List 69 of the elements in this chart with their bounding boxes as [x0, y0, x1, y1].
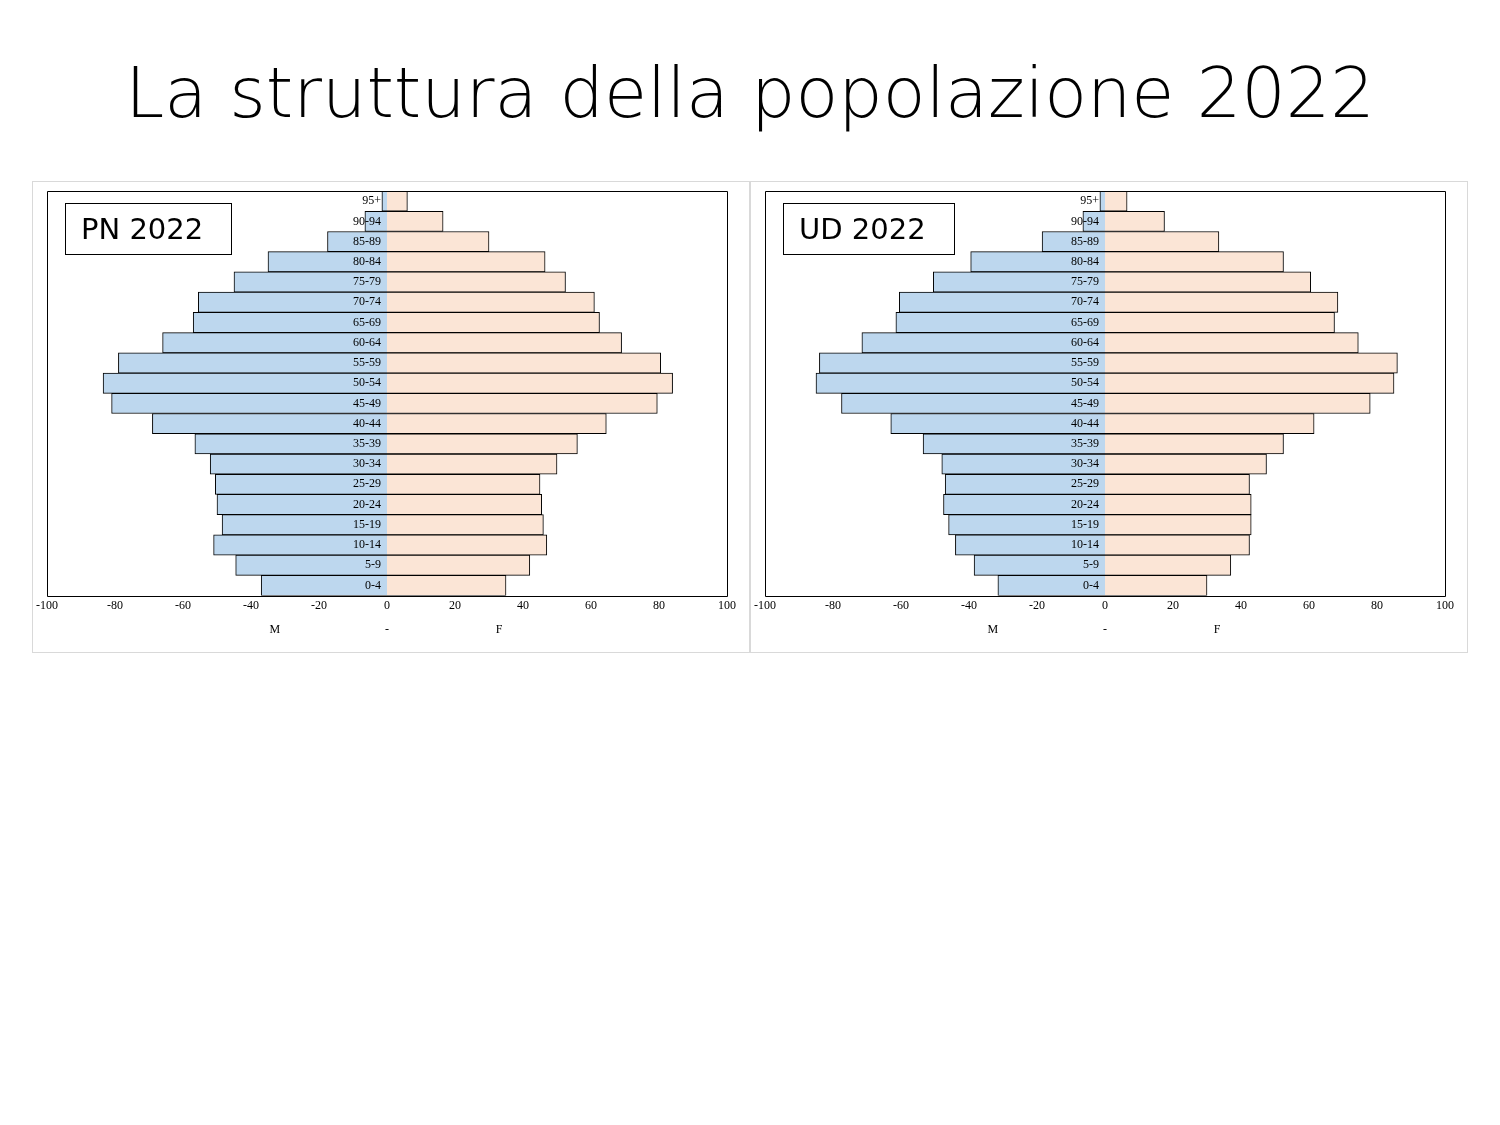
- y-tick-label: 40-44: [1071, 415, 1099, 430]
- y-tick-label: 25-29: [353, 476, 381, 491]
- y-tick-label: 5-9: [365, 557, 381, 572]
- y-tick-label: 30-34: [353, 456, 381, 471]
- x-tick-label: 100: [1436, 597, 1454, 612]
- y-tick-label: 55-59: [1071, 355, 1099, 370]
- y-tick-label: 80-84: [1071, 253, 1099, 268]
- y-tick-label: 0-4: [1083, 577, 1099, 592]
- x-tick-label: 0: [1102, 597, 1108, 612]
- y-tick-label: 10-14: [353, 537, 381, 552]
- text: M: [269, 621, 281, 636]
- x-tick-label: 80: [653, 597, 665, 612]
- x-tick-label: -20: [311, 597, 327, 612]
- y-tick-label: 15-19: [353, 516, 381, 531]
- x-tick-label: -60: [893, 597, 909, 612]
- y-tick-label: 70-74: [353, 294, 381, 309]
- text: -: [1103, 621, 1107, 636]
- x-tick-label: 20: [1167, 597, 1179, 612]
- y-tick-label: 40-44: [353, 415, 381, 430]
- y-tick-label: 60-64: [353, 334, 381, 349]
- y-tick-label: 35-39: [1071, 436, 1099, 451]
- y-tick-label: 80-84: [353, 253, 381, 268]
- chart-title: La struttura della popolazione 2022: [124, 52, 1376, 134]
- x-tick-label: 80: [1371, 597, 1383, 612]
- y-tick-label: 75-79: [353, 274, 381, 289]
- x-tick-label: -60: [175, 597, 191, 612]
- y-tick-label: 0-4: [365, 577, 381, 592]
- x-tick-label: 100: [718, 597, 736, 612]
- x-tick-label: -40: [961, 597, 977, 612]
- y-tick-label: 5-9: [1083, 557, 1099, 572]
- text: UD 2022: [783, 203, 955, 255]
- text: PN 2022: [65, 203, 233, 255]
- y-tick-label: 10-14: [1071, 537, 1099, 552]
- y-tick-label: 15-19: [1071, 516, 1099, 531]
- y-tick-label: 75-79: [1071, 274, 1099, 289]
- y-tick-label: 20-24: [1071, 496, 1099, 511]
- x-tick-label: -40: [243, 597, 259, 612]
- text: -: [385, 621, 389, 636]
- y-tick-label: 65-69: [1071, 314, 1099, 329]
- y-tick-label: 35-39: [353, 436, 381, 451]
- text: M: [987, 621, 999, 636]
- y-tick-label: 25-29: [1071, 476, 1099, 491]
- x-tick-label: 0: [384, 597, 390, 612]
- y-tick-label: 50-54: [1071, 375, 1099, 390]
- x-tick-label: 60: [1303, 597, 1315, 612]
- y-tick-label: 30-34: [1071, 456, 1099, 471]
- y-tick-label: 65-69: [353, 314, 381, 329]
- y-tick-label: 95+: [362, 193, 382, 208]
- x-tick-label: -20: [1029, 597, 1045, 612]
- y-tick-label: 50-54: [353, 375, 381, 390]
- x-tick-label: 60: [585, 597, 597, 612]
- text: F: [1213, 621, 1221, 636]
- y-tick-label: 45-49: [1071, 395, 1099, 410]
- y-tick-label: 45-49: [353, 395, 381, 410]
- x-tick-label: -80: [825, 597, 841, 612]
- y-tick-label: 20-24: [353, 496, 381, 511]
- x-tick-label: -80: [107, 597, 123, 612]
- x-tick-label: 40: [517, 597, 529, 612]
- y-tick-label: 60-64: [1071, 334, 1099, 349]
- x-tick-label: 40: [1235, 597, 1247, 612]
- y-tick-label: 55-59: [353, 355, 381, 370]
- y-tick-label: 70-74: [1071, 294, 1099, 309]
- y-tick-label: 95+: [1080, 193, 1100, 208]
- y-tick-label: 85-89: [353, 233, 381, 248]
- text: F: [495, 621, 503, 636]
- x-tick-label: 20: [449, 597, 461, 612]
- y-tick-label: 85-89: [1071, 233, 1099, 248]
- x-tick-label: -100: [36, 597, 58, 612]
- x-tick-label: -100: [754, 597, 776, 612]
